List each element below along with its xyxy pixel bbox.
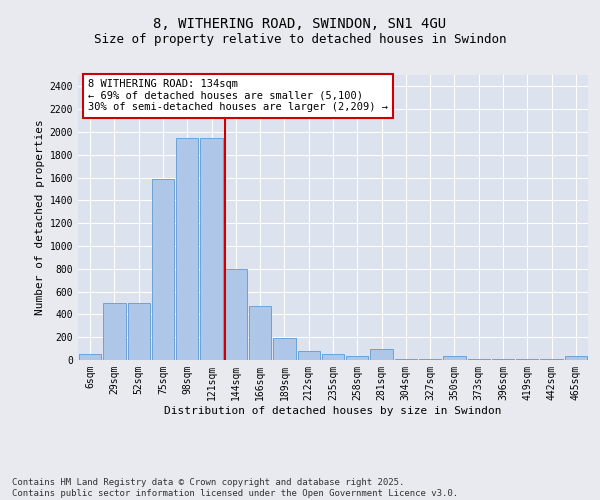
Bar (565, 356, 587, 360)
Bar (322, 354, 344, 360)
Bar (443, 356, 466, 360)
Bar (395, 359, 417, 360)
Bar (273, 338, 296, 360)
Bar (103, 303, 125, 360)
Bar (346, 356, 368, 360)
Bar (370, 348, 393, 360)
Text: 8, WITHERING ROAD, SWINDON, SN1 4GU: 8, WITHERING ROAD, SWINDON, SN1 4GU (154, 18, 446, 32)
Y-axis label: Number of detached properties: Number of detached properties (35, 120, 46, 316)
Text: Contains HM Land Registry data © Crown copyright and database right 2025.
Contai: Contains HM Land Registry data © Crown c… (12, 478, 458, 498)
X-axis label: Distribution of detached houses by size in Swindon: Distribution of detached houses by size … (164, 406, 502, 415)
Bar (298, 352, 320, 360)
Bar (249, 306, 271, 360)
Text: Size of property relative to detached houses in Swindon: Size of property relative to detached ho… (94, 32, 506, 46)
Bar (224, 269, 247, 360)
Bar (152, 178, 174, 360)
Bar (128, 303, 150, 360)
Bar (176, 138, 199, 360)
Bar (200, 138, 223, 360)
Text: 8 WITHERING ROAD: 134sqm
← 69% of detached houses are smaller (5,100)
30% of sem: 8 WITHERING ROAD: 134sqm ← 69% of detach… (88, 80, 388, 112)
Bar (79, 354, 101, 360)
Bar (419, 359, 442, 360)
